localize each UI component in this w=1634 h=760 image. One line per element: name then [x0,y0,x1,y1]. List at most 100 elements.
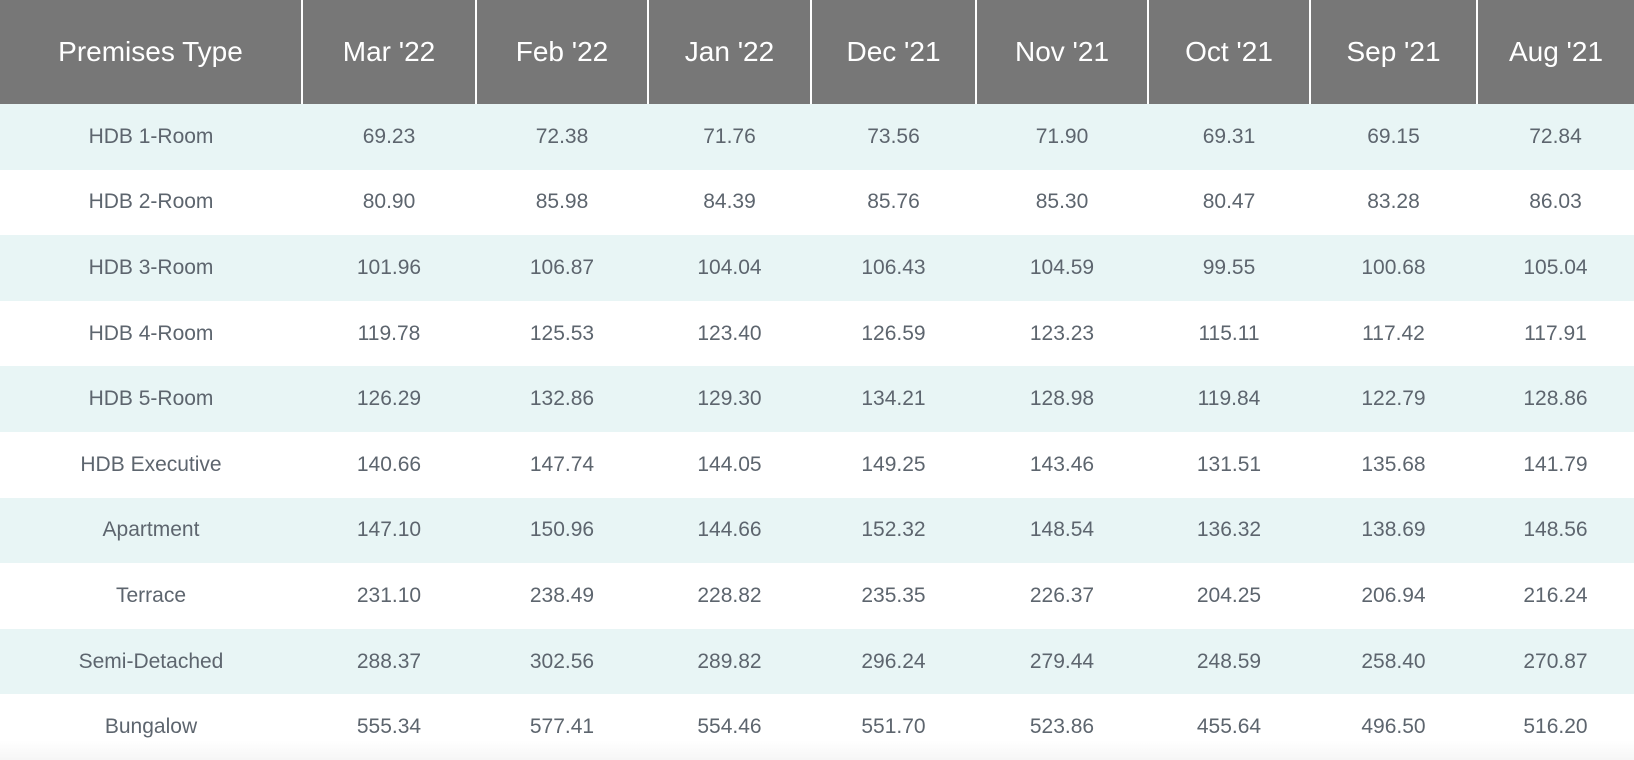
value-cell: 516.20 [1477,694,1634,760]
premises-type-cell: HDB Executive [80,452,222,476]
value-cell: 119.84 [1148,366,1310,432]
value-cell: 85.30 [1035,190,1089,214]
value-cell: 143.46 [1029,452,1095,476]
value-cell: 147.10 [302,497,476,564]
value-cell: 129.30 [648,366,811,432]
value-cell: 288.37 [302,628,476,695]
value-cell: 577.41 [476,694,648,760]
column-header: Sep '21 [1309,0,1477,104]
value-cell: 248.59 [1148,628,1310,695]
table-row: HDB Executive 140.66 147.74 144.05 149.25 143… [0,432,1634,498]
value-cell: 101.96 [302,235,476,301]
value-cell: 238.49 [529,583,595,607]
value-cell: 231.10 [356,583,422,607]
column-header: Nov '21 [975,0,1148,104]
table-row: Apartment 147.10 150.96 144.66 152.32 148.54 1… [0,497,1634,564]
value-cell: 105.04 [1477,235,1634,301]
value-cell: 144.05 [697,452,762,476]
value-cell: 523.86 [976,694,1148,760]
value-cell: 496.50 [1310,694,1477,760]
table-row: HDB 5-Room 126.29 132.86 129.30 134.21 128.98… [0,366,1634,432]
value-cell: 119.78 [357,321,421,345]
value-cell: 117.91 [1524,321,1587,345]
value-cell: 85.98 [535,190,589,214]
value-cell: 235.35 [861,583,926,607]
premises-type-cell: HDB 2-Room [88,190,214,214]
table-row: Terrace 231.10 238.49 228.82 235.35 226.37 204… [0,563,1634,629]
column-header: Feb '22 [475,0,648,104]
value-cell: 123.23 [1029,321,1095,345]
table-row: Semi-Detached 288.37 302.56 289.82 296.24 279… [0,628,1634,695]
value-cell: 132.86 [476,366,648,432]
value-cell: 455.64 [1148,694,1310,760]
value-cell: 71.76 [648,104,811,170]
column-header: Jan '22 [647,0,811,104]
value-cell: 555.34 [302,694,476,760]
table-row: HDB 3-Room 101.96 106.87 104.04 106.43 104.59… [0,235,1634,301]
value-cell: 258.40 [1310,628,1477,695]
value-cell: 134.21 [811,366,976,432]
value-cell: 84.39 [703,190,756,214]
value-cell: 302.56 [476,628,648,695]
value-cell: 149.25 [861,452,926,476]
value-cell: 216.24 [1523,583,1588,607]
value-cell: 279.44 [976,628,1148,695]
value-cell: 85.76 [867,190,920,214]
value-cell: 80.47 [1202,190,1256,214]
value-cell: 126.29 [302,366,476,432]
value-cell: 226.37 [1029,583,1095,607]
value-cell: 69.31 [1148,104,1310,170]
value-cell: 551.70 [811,694,976,760]
table-row: HDB 1-Room 69.23 72.38 71.76 73.56 71.90 69.31… [0,104,1634,170]
premises-type-cell: Semi-Detached [0,628,302,695]
premises-type-cell: HDB 5-Room [0,366,302,432]
value-cell: 69.15 [1310,104,1477,170]
value-cell: 123.40 [697,321,762,345]
value-cell: 106.43 [811,235,976,301]
value-cell: 148.54 [976,497,1148,564]
column-header: Oct '21 [1147,0,1310,104]
value-cell: 86.03 [1529,190,1582,214]
premises-type-cell: Apartment [0,497,302,564]
value-cell: 135.68 [1361,452,1426,476]
value-cell: 131.51 [1196,452,1262,476]
value-cell: 147.74 [529,452,595,476]
value-cell: 72.38 [476,104,648,170]
value-cell: 228.82 [697,583,762,607]
value-cell: 206.94 [1361,583,1426,607]
premises-type-cell: HDB 3-Room [0,235,302,301]
value-cell: 554.46 [648,694,811,760]
value-cell: 73.56 [811,104,976,170]
value-cell: 204.25 [1196,583,1262,607]
value-cell: 83.28 [1367,190,1420,214]
value-cell: 104.04 [648,235,811,301]
value-cell: 141.79 [1523,452,1588,476]
table-row: HDB 2-Room 80.90 85.98 84.39 85.76 85.30 80.47… [0,170,1634,236]
premises-type-cell: HDB 4-Room [88,321,214,345]
premises-type-cell: Terrace [115,583,187,607]
value-cell: 100.68 [1310,235,1477,301]
column-header: Aug '21 [1476,0,1634,104]
value-cell: 289.82 [648,628,811,695]
column-header: Premises Type [0,0,302,104]
value-cell: 144.66 [648,497,811,564]
value-cell: 106.87 [476,235,648,301]
value-cell: 115.11 [1198,321,1260,345]
value-cell: 99.55 [1148,235,1310,301]
value-cell: 69.23 [302,104,476,170]
value-cell: 296.24 [811,628,976,695]
column-header: Mar '22 [301,0,476,104]
value-cell: 128.98 [976,366,1148,432]
column-header: Dec '21 [810,0,976,104]
value-cell: 104.59 [976,235,1148,301]
value-cell: 71.90 [976,104,1148,170]
value-cell: 125.53 [529,321,595,345]
value-cell: 80.90 [362,190,416,214]
value-cell: 122.79 [1310,366,1477,432]
value-cell: 148.56 [1477,497,1634,564]
value-cell: 138.69 [1310,497,1477,564]
value-cell: 72.84 [1477,104,1634,170]
table-row: HDB 4-Room 119.78 125.53 123.40 126.59 123.23… [0,301,1634,367]
value-cell: 140.66 [356,452,422,476]
